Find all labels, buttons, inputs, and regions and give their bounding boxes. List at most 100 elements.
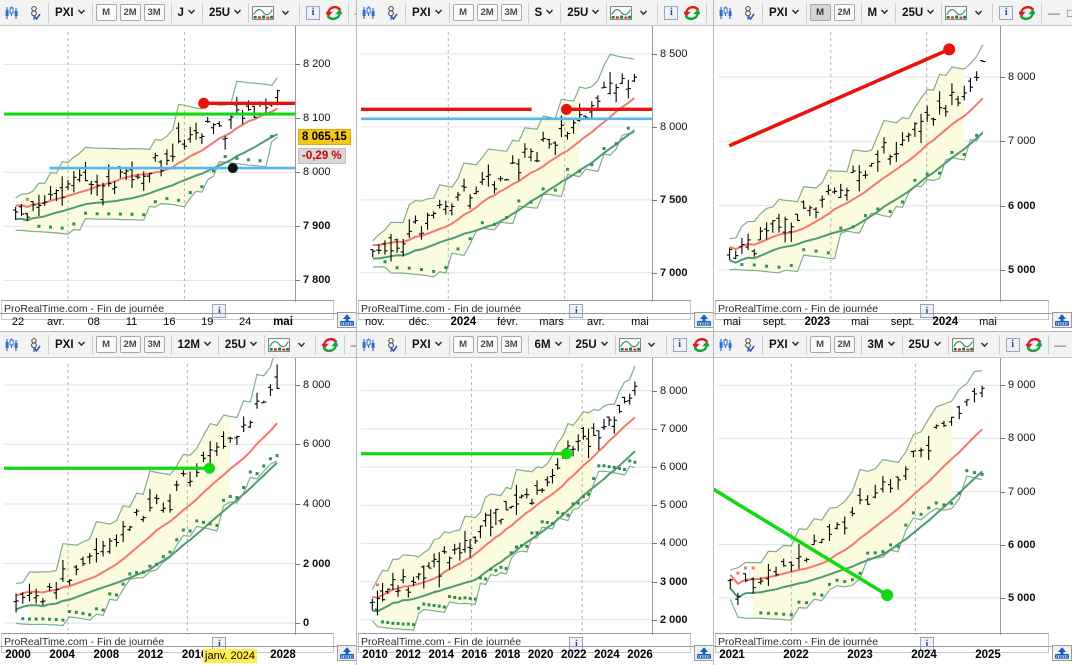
refresh-icon[interactable] bbox=[1016, 3, 1038, 23]
thumbtack-check-icon[interactable] bbox=[737, 3, 759, 23]
refresh-icon[interactable] bbox=[323, 3, 345, 23]
timeframe-dropdown[interactable]: M bbox=[865, 3, 893, 23]
info-icon[interactable]: i bbox=[664, 5, 679, 20]
timeframe-dropdown[interactable]: 6M bbox=[532, 335, 566, 355]
chart-info-icon[interactable]: i bbox=[212, 304, 227, 318]
minimize-icon[interactable]: — bbox=[1047, 5, 1060, 20]
range-button-m[interactable]: M bbox=[809, 4, 831, 21]
plot-region[interactable] bbox=[0, 26, 295, 331]
range-button-3m[interactable]: 3M bbox=[143, 4, 165, 21]
scroll-to-end-icon[interactable] bbox=[1052, 645, 1072, 661]
candlestick-icon[interactable] bbox=[715, 335, 737, 355]
range-button-m[interactable]: M bbox=[95, 4, 117, 21]
chart-info-icon[interactable]: i bbox=[919, 637, 934, 651]
units-dropdown[interactable]: 25U bbox=[564, 3, 603, 23]
date-axis[interactable]: 22 avr. 08 11 16 19 24 mai bbox=[0, 313, 356, 331]
thumbtack-check-icon[interactable] bbox=[23, 335, 45, 355]
symbol-dropdown[interactable]: PXI bbox=[409, 3, 446, 23]
candlestick-icon[interactable] bbox=[358, 335, 380, 355]
plot-region[interactable] bbox=[357, 26, 652, 331]
chevron-down-icon[interactable] bbox=[974, 335, 996, 355]
scroll-to-end-icon[interactable] bbox=[1052, 312, 1072, 328]
thumbtack-check-icon[interactable] bbox=[23, 3, 45, 23]
plot-region[interactable] bbox=[357, 358, 652, 665]
scroll-to-end-icon[interactable] bbox=[694, 645, 713, 661]
chart-area[interactable]: 8 200 8 100 8 000 7 900 7 800 8 065,15 -0,29 %… bbox=[0, 26, 356, 331]
plot-region[interactable] bbox=[714, 26, 1000, 331]
maximize-icon[interactable]: □ bbox=[1069, 336, 1072, 354]
price-axis[interactable]: 8 000 6 000 4 000 2 000 0 bbox=[295, 358, 356, 665]
info-icon[interactable]: i bbox=[999, 5, 1014, 20]
candlestick-icon[interactable] bbox=[358, 3, 380, 23]
info-icon[interactable]: i bbox=[672, 337, 687, 352]
price-axis[interactable]: 8 000 7 000 6 000 5 000 bbox=[1000, 26, 1072, 331]
chart-area[interactable]: 8 500 8 000 7 500 7 000 ProRealTime.com - Fi… bbox=[357, 26, 713, 331]
scroll-to-end-icon[interactable] bbox=[694, 312, 713, 328]
range-button-2m[interactable]: 2M bbox=[476, 4, 498, 21]
chevron-down-icon[interactable] bbox=[641, 335, 663, 355]
units-dropdown[interactable]: 25U bbox=[573, 335, 612, 355]
indicator-curve-icon[interactable] bbox=[945, 3, 968, 23]
date-axis[interactable]: 2010 2012 2014 2016 2018 2020 2022 2024 2026 bbox=[357, 646, 713, 665]
range-button-m[interactable]: M bbox=[809, 336, 831, 353]
chart-area[interactable]: 8 000 7 000 6 000 5 000 4 000 3 000 2 000 ProRe… bbox=[357, 358, 713, 665]
date-axis[interactable]: nov. déc. 2024 févr. mars avr. mai bbox=[357, 313, 713, 331]
units-dropdown[interactable]: 25U bbox=[222, 335, 261, 355]
timeframe-dropdown[interactable]: 3M bbox=[865, 335, 899, 355]
plot-region[interactable] bbox=[714, 358, 1000, 665]
chevron-down-icon[interactable] bbox=[290, 335, 312, 355]
chart-area[interactable]: 8 000 6 000 4 000 2 000 0 ProRealTime.com - F… bbox=[0, 358, 356, 665]
thumbtack-check-icon[interactable] bbox=[380, 3, 402, 23]
range-button-2m[interactable]: 2M bbox=[833, 4, 855, 21]
range-button-m[interactable]: M bbox=[452, 336, 474, 353]
candlestick-icon[interactable] bbox=[1, 3, 23, 23]
chevron-down-icon[interactable] bbox=[274, 3, 296, 23]
thumbtack-check-icon[interactable] bbox=[380, 335, 402, 355]
candlestick-icon[interactable] bbox=[1, 335, 23, 355]
date-axis[interactable]: 2000200420082012201620202028janv. 2024 bbox=[0, 646, 356, 665]
range-button-2m[interactable]: 2M bbox=[833, 336, 855, 353]
indicator-curve-icon[interactable] bbox=[268, 335, 291, 355]
minimize-icon[interactable]: — bbox=[348, 336, 356, 354]
scroll-to-end-icon[interactable] bbox=[337, 312, 356, 328]
units-dropdown[interactable]: 25U bbox=[206, 3, 245, 23]
range-button-3m[interactable]: 3M bbox=[143, 336, 165, 353]
symbol-dropdown[interactable]: PXI bbox=[766, 335, 803, 355]
units-dropdown[interactable]: 25U bbox=[906, 335, 945, 355]
range-button-m[interactable]: M bbox=[95, 336, 117, 353]
range-button-2m[interactable]: 2M bbox=[119, 336, 141, 353]
refresh-icon[interactable] bbox=[690, 335, 712, 355]
chart-area[interactable]: 8 000 7 000 6 000 5 000 ProRealTime.com - Fi… bbox=[714, 26, 1072, 331]
chart-info-icon[interactable]: i bbox=[569, 637, 584, 651]
chart-info-icon[interactable]: i bbox=[919, 304, 934, 318]
refresh-icon[interactable] bbox=[319, 335, 341, 355]
price-axis[interactable]: 9 000 8 000 7 000 6 000 5 000 bbox=[1000, 358, 1072, 665]
minimize-icon[interactable]: — bbox=[710, 4, 714, 22]
chevron-down-icon[interactable] bbox=[632, 3, 654, 23]
chevron-down-icon[interactable] bbox=[967, 3, 989, 23]
indicator-curve-icon[interactable] bbox=[252, 3, 275, 23]
range-button-3m[interactable]: 3M bbox=[500, 336, 522, 353]
indicator-curve-icon[interactable] bbox=[618, 335, 641, 355]
units-dropdown[interactable]: 25U bbox=[899, 3, 938, 23]
minimize-icon[interactable]: — bbox=[352, 4, 356, 22]
symbol-dropdown[interactable]: PXI bbox=[766, 3, 803, 23]
date-axis[interactable]: 2021 2022 2023 2024 2025 bbox=[714, 646, 1072, 665]
maximize-icon[interactable]: □ bbox=[1062, 4, 1072, 22]
price-axis[interactable]: 8 500 8 000 7 500 7 000 bbox=[652, 26, 713, 331]
price-axis[interactable]: 8 000 7 000 6 000 5 000 4 000 3 000 2 000 bbox=[652, 358, 713, 665]
indicator-curve-icon[interactable] bbox=[610, 3, 633, 23]
timeframe-dropdown[interactable]: J bbox=[175, 3, 199, 23]
date-axis[interactable]: mai sept. 2023 mai sept. 2024 mai bbox=[714, 313, 1072, 331]
timeframe-dropdown[interactable]: 12M bbox=[175, 335, 215, 355]
info-icon[interactable]: i bbox=[306, 5, 321, 20]
price-axis[interactable]: 8 200 8 100 8 000 7 900 7 800 8 065,15 -0,29 % bbox=[295, 26, 356, 331]
thumbtack-check-icon[interactable] bbox=[737, 335, 759, 355]
plot-region[interactable] bbox=[0, 358, 295, 665]
info-icon[interactable]: i bbox=[1005, 337, 1020, 352]
refresh-icon[interactable] bbox=[1023, 335, 1045, 355]
range-button-2m[interactable]: 2M bbox=[119, 4, 141, 21]
minimize-icon[interactable]: — bbox=[1054, 337, 1067, 352]
candlestick-icon[interactable] bbox=[715, 3, 737, 23]
timeframe-dropdown[interactable]: S bbox=[532, 3, 558, 23]
